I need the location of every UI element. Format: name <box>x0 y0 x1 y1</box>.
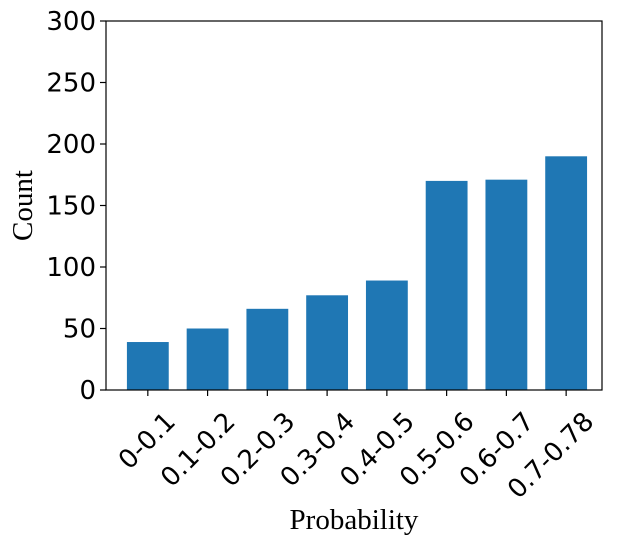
y-tick-label: 0 <box>79 376 96 406</box>
x-axis-label: Probability <box>290 504 419 536</box>
y-tick-label: 300 <box>46 7 96 37</box>
plot-frame <box>105 20 603 391</box>
y-tick-label: 250 <box>46 69 96 99</box>
y-axis-label: Count <box>7 170 39 241</box>
y-tick-label: 200 <box>46 130 96 160</box>
bar-0-0.1 <box>126 342 169 390</box>
bar-0.2-0.3 <box>246 308 289 390</box>
y-tick-label: 50 <box>63 315 96 345</box>
bar-0.6-0.7 <box>485 179 528 390</box>
y-tick-label: 100 <box>46 253 96 283</box>
bar-0.5-0.6 <box>425 180 468 390</box>
y-tick-label: 150 <box>46 192 96 222</box>
bar-0.4-0.5 <box>365 280 408 390</box>
bar-0.1-0.2 <box>186 328 229 390</box>
bar-0.7-0.78 <box>545 156 588 390</box>
x-ticks-group: 0-0.10.1-0.20.2-0.30.3-0.40.4-0.50.5-0.6… <box>113 390 600 505</box>
bars-group <box>126 156 588 390</box>
y-ticks-group: 0 50 100 150 200 250 300 <box>46 7 106 406</box>
bar-0.3-0.4 <box>306 295 349 390</box>
